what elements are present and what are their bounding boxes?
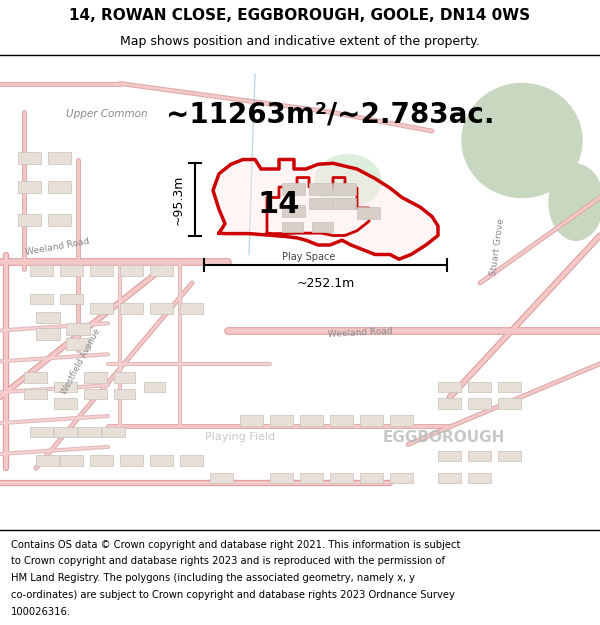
Text: 100026316.: 100026316. bbox=[11, 607, 71, 617]
Bar bbox=[90, 303, 113, 314]
Bar bbox=[30, 266, 53, 276]
Text: to Crown copyright and database rights 2023 and is reproduced with the permissio: to Crown copyright and database rights 2… bbox=[11, 556, 445, 566]
Bar bbox=[36, 456, 59, 466]
Bar bbox=[60, 294, 83, 304]
Text: Weeland Road: Weeland Road bbox=[25, 238, 89, 258]
Bar bbox=[498, 451, 521, 461]
Bar bbox=[102, 427, 125, 438]
Bar bbox=[330, 473, 353, 484]
Text: Stuart Grove: Stuart Grove bbox=[490, 218, 506, 277]
Text: Contains OS data © Crown copyright and database right 2021. This information is : Contains OS data © Crown copyright and d… bbox=[11, 539, 460, 549]
Text: ~252.1m: ~252.1m bbox=[296, 277, 355, 290]
Circle shape bbox=[315, 155, 381, 207]
Text: Playing Field: Playing Field bbox=[205, 432, 275, 442]
Bar bbox=[468, 451, 491, 461]
Bar bbox=[48, 152, 71, 164]
Bar bbox=[54, 382, 77, 392]
Text: Westfield Avenue: Westfield Avenue bbox=[60, 327, 102, 396]
Text: ~11263m²/~2.783ac.: ~11263m²/~2.783ac. bbox=[166, 101, 494, 128]
Text: Weeland Road: Weeland Road bbox=[328, 327, 392, 339]
Bar bbox=[498, 398, 521, 409]
Bar bbox=[282, 222, 303, 232]
Bar bbox=[180, 303, 203, 314]
Bar bbox=[66, 323, 90, 335]
Text: co-ordinates) are subject to Crown copyright and database rights 2023 Ordnance S: co-ordinates) are subject to Crown copyr… bbox=[11, 590, 455, 600]
Bar bbox=[18, 214, 41, 226]
Ellipse shape bbox=[462, 84, 582, 198]
Bar bbox=[312, 222, 333, 232]
Bar bbox=[60, 266, 83, 276]
Bar bbox=[468, 398, 491, 409]
Bar bbox=[84, 389, 107, 399]
Bar bbox=[48, 214, 71, 226]
Bar bbox=[468, 473, 491, 484]
Bar bbox=[120, 266, 143, 276]
Text: HM Land Registry. The polygons (including the associated geometry, namely x, y: HM Land Registry. The polygons (includin… bbox=[11, 573, 415, 583]
Bar bbox=[66, 338, 90, 349]
Bar bbox=[24, 389, 47, 399]
Bar bbox=[468, 382, 491, 392]
Bar bbox=[438, 473, 461, 484]
Bar bbox=[78, 427, 101, 438]
Bar bbox=[18, 181, 41, 192]
Bar bbox=[438, 398, 461, 409]
Bar bbox=[309, 198, 332, 209]
Text: ~95.3m: ~95.3m bbox=[171, 174, 184, 225]
Bar bbox=[210, 473, 233, 484]
Bar bbox=[150, 266, 173, 276]
Bar bbox=[144, 382, 165, 392]
Bar bbox=[114, 389, 135, 399]
Bar bbox=[48, 181, 71, 192]
Bar bbox=[90, 266, 113, 276]
Bar bbox=[36, 311, 60, 323]
Bar bbox=[270, 415, 293, 426]
Bar bbox=[60, 456, 83, 466]
Text: Play Space: Play Space bbox=[283, 252, 335, 262]
Bar bbox=[282, 204, 305, 216]
Bar bbox=[30, 294, 53, 304]
Bar bbox=[54, 398, 77, 409]
Bar bbox=[333, 183, 356, 195]
Bar bbox=[438, 382, 461, 392]
Bar bbox=[309, 183, 332, 195]
Bar bbox=[30, 427, 53, 438]
Bar bbox=[390, 473, 413, 484]
Bar bbox=[333, 198, 356, 209]
Bar bbox=[36, 328, 60, 340]
Text: 14: 14 bbox=[258, 190, 300, 219]
Ellipse shape bbox=[549, 164, 600, 240]
Bar bbox=[120, 303, 143, 314]
Bar bbox=[114, 372, 135, 382]
Bar bbox=[24, 372, 47, 382]
Bar bbox=[282, 183, 305, 195]
Bar bbox=[438, 451, 461, 461]
Bar bbox=[18, 152, 41, 164]
Bar bbox=[270, 473, 293, 484]
Bar bbox=[330, 415, 353, 426]
Bar bbox=[120, 456, 143, 466]
Bar bbox=[360, 415, 383, 426]
Bar bbox=[54, 427, 77, 438]
Bar bbox=[360, 473, 383, 484]
Text: 14, ROWAN CLOSE, EGGBOROUGH, GOOLE, DN14 0WS: 14, ROWAN CLOSE, EGGBOROUGH, GOOLE, DN14… bbox=[70, 8, 530, 23]
Bar bbox=[300, 473, 323, 484]
Bar bbox=[180, 456, 203, 466]
Bar bbox=[498, 382, 521, 392]
Bar bbox=[150, 456, 173, 466]
Bar bbox=[357, 207, 380, 219]
Text: Upper Common: Upper Common bbox=[66, 109, 148, 119]
Bar bbox=[300, 415, 323, 426]
Bar bbox=[240, 415, 263, 426]
Text: Map shows position and indicative extent of the property.: Map shows position and indicative extent… bbox=[120, 35, 480, 48]
Bar bbox=[390, 415, 413, 426]
Polygon shape bbox=[213, 159, 438, 259]
Bar bbox=[150, 303, 173, 314]
Bar bbox=[90, 456, 113, 466]
Text: EGGBOROUGH: EGGBOROUGH bbox=[383, 430, 505, 445]
Bar bbox=[84, 372, 107, 382]
